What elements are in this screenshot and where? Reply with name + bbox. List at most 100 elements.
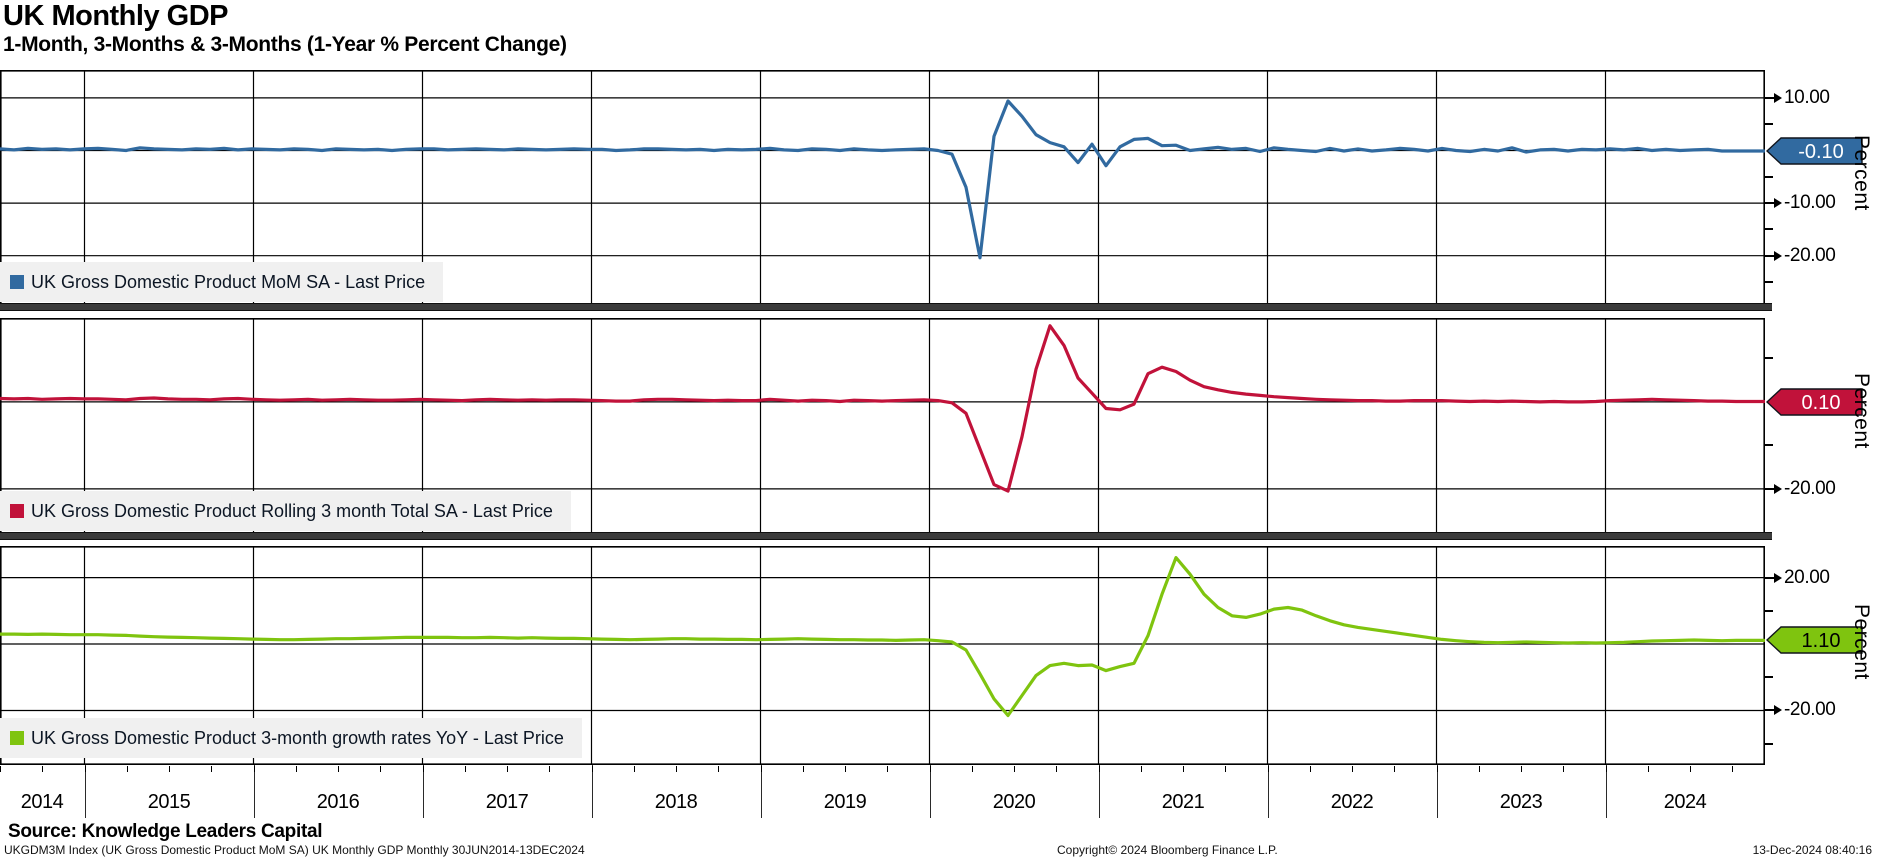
x-axis-minor-tick — [1394, 766, 1396, 772]
x-axis-year-label: 2017 — [485, 791, 529, 813]
y-axis-label-mom: -20.00 — [1784, 245, 1836, 266]
x-axis-year-label: 2024 — [1663, 791, 1707, 813]
last-price-tag-mom[interactable]: -0.10 — [1766, 135, 1866, 167]
x-axis-minor-tick — [380, 766, 382, 772]
x-axis-year-separator — [253, 765, 255, 818]
legend-label-mom: UK Gross Domestic Product MoM SA - Last … — [31, 271, 426, 292]
x-axis-minor-tick — [1014, 766, 1015, 772]
x-axis-minor-tick — [211, 766, 213, 772]
x-axis-year-separator — [422, 765, 424, 818]
x-axis-year-label: 2018 — [654, 791, 698, 813]
x-axis-year-label: 2014 — [20, 791, 64, 813]
x-axis-minor-tick — [126, 766, 128, 772]
x-axis-minor-tick — [0, 766, 1, 772]
y-axis-label-mom: -10.00 — [1784, 192, 1836, 213]
x-axis-minor-tick — [802, 766, 804, 772]
legend-swatch-yoy3m-icon — [10, 731, 24, 745]
y-axis-label-yoy3m: -20.00 — [1784, 699, 1836, 720]
page-title: UK Monthly GDP — [3, 0, 229, 32]
legend-rolling3m[interactable]: UK Gross Domestic Product Rolling 3 mont… — [0, 491, 571, 531]
x-axis-minor-tick — [295, 766, 297, 772]
x-axis-minor-tick — [253, 766, 255, 772]
series-line-mom — [0, 99, 1765, 260]
y-axis-minor-tick — [1765, 743, 1773, 745]
x-axis-year-separator — [929, 765, 931, 818]
series-line-rolling3m — [0, 324, 1765, 493]
source-note: Source: Knowledge Leaders Capital — [8, 821, 323, 842]
y-axis-tick-mom — [1765, 255, 1776, 257]
x-axis-minor-tick — [1140, 766, 1142, 772]
x-axis-minor-tick — [929, 766, 931, 772]
x-axis-minor-tick — [971, 766, 973, 772]
x-axis-minor-tick — [845, 766, 846, 772]
x-axis-minor-tick — [1521, 766, 1522, 772]
x-axis-minor-tick — [422, 766, 424, 772]
x-axis-year-separator — [84, 765, 86, 818]
x-axis-minor-tick — [718, 766, 720, 772]
x-axis-year-separator — [1605, 765, 1607, 818]
x-axis-minor-tick — [464, 766, 466, 772]
last-price-tag-rolling3m[interactable]: 0.10 — [1766, 386, 1866, 418]
svg-text:1.10: 1.10 — [1802, 630, 1841, 652]
last-price-tag-yoy3m[interactable]: 1.10 — [1766, 624, 1866, 656]
y-axis-minor-tick — [1765, 444, 1773, 446]
x-axis-minor-tick — [1183, 766, 1184, 772]
x-axis-minor-tick — [1647, 766, 1649, 772]
panel-plot-rolling3m[interactable] — [0, 318, 1765, 532]
axis-title-percent-yoy3m: Percent — [1850, 604, 1873, 680]
x-axis-minor-tick — [507, 766, 508, 772]
y-axis-minor-tick — [1765, 281, 1773, 283]
legend-swatch-rolling3m-icon — [10, 504, 24, 518]
x-axis-year-label: 2020 — [992, 791, 1036, 813]
y-axis-minor-tick — [1765, 228, 1773, 230]
x-axis-year-separator — [591, 765, 593, 818]
x-axis-minor-tick — [1605, 766, 1607, 772]
x-axis-year-separator — [1436, 765, 1438, 818]
x-axis-minor-tick — [1690, 766, 1691, 772]
y-axis-minor-tick — [1765, 610, 1773, 612]
x-axis-minor-tick — [1436, 766, 1438, 772]
legend-mom[interactable]: UK Gross Domestic Product MoM SA - Last … — [0, 262, 444, 302]
panel-plot-yoy3m[interactable] — [0, 546, 1765, 765]
x-axis-minor-tick — [338, 766, 339, 772]
y-axis-label-mom: 10.00 — [1784, 87, 1830, 108]
x-axis-minor-tick — [1352, 766, 1353, 772]
svg-text:-0.10: -0.10 — [1798, 141, 1844, 163]
y-axis-tick-mom — [1765, 97, 1776, 99]
legend-label-yoy3m: UK Gross Domestic Product 3-month growth… — [31, 727, 564, 748]
y-axis-minor-tick — [1765, 676, 1773, 678]
x-axis-year-label: 2023 — [1499, 791, 1543, 813]
y-axis-label-rolling3m: -20.00 — [1784, 478, 1836, 499]
axis-title-percent-mom: Percent — [1850, 135, 1873, 211]
axis-title-percent-rolling3m: Percent — [1850, 373, 1873, 449]
y-axis-minor-tick — [1765, 357, 1773, 359]
x-axis-year-label: 2019 — [823, 791, 867, 813]
x-axis-minor-tick — [549, 766, 551, 772]
y-axis-tick-yoy3m — [1765, 577, 1776, 579]
x-axis-minor-tick — [42, 766, 44, 772]
y-axis-tick-arrow-icon — [1774, 573, 1782, 583]
footer-security-info: UKGDM3M Index (UK Gross Domestic Product… — [4, 843, 585, 857]
x-axis-year-separator — [1098, 765, 1100, 818]
x-axis-minor-tick — [1225, 766, 1227, 772]
x-axis-minor-tick — [1563, 766, 1565, 772]
x-axis-minor-tick — [591, 766, 593, 772]
x-axis-minor-tick — [676, 766, 677, 772]
y-axis-minor-tick — [1765, 123, 1773, 125]
y-axis-tick-mom — [1765, 202, 1776, 204]
y-axis-tick-yoy3m — [1765, 709, 1776, 711]
x-axis-year-label: 2015 — [147, 791, 191, 813]
footer-timestamp: 13-Dec-2024 08:40:16 — [1752, 843, 1872, 857]
x-axis-year-separator — [1267, 765, 1269, 818]
footer-copyright: Copyright© 2024 Bloomberg Finance L.P. — [1057, 843, 1278, 857]
x-axis-minor-tick — [1267, 766, 1269, 772]
x-axis-year-label: 2021 — [1161, 791, 1205, 813]
panel-plot-mom[interactable] — [0, 70, 1765, 303]
y-axis-tick-arrow-icon — [1774, 198, 1782, 208]
y-axis-tick-arrow-icon — [1774, 93, 1782, 103]
y-axis-tick-rolling3m — [1765, 488, 1776, 490]
legend-yoy3m[interactable]: UK Gross Domestic Product 3-month growth… — [0, 718, 582, 758]
y-axis-tick-arrow-icon — [1774, 251, 1782, 261]
x-axis-minor-tick — [84, 766, 86, 772]
x-axis-minor-tick — [1098, 766, 1100, 772]
